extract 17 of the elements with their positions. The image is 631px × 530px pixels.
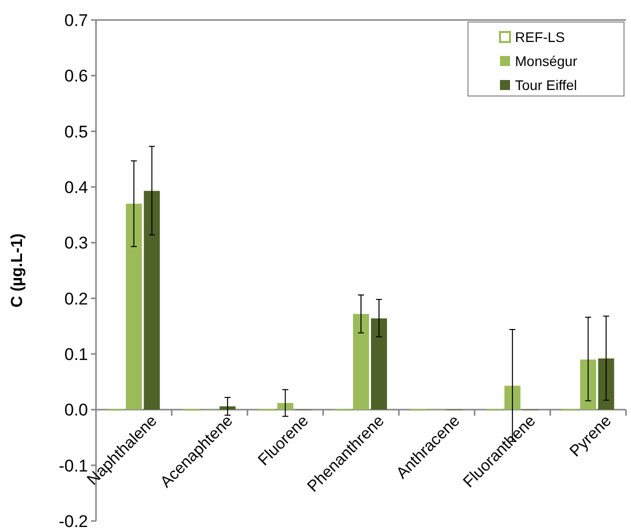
y-tick-label: 0.1 xyxy=(64,344,88,364)
y-tick-label: 0.6 xyxy=(64,66,88,86)
legend-label: Monségur xyxy=(515,52,578,69)
y-tick-label: -0.2 xyxy=(58,512,88,530)
y-tick-label: 0.5 xyxy=(64,122,88,142)
bar xyxy=(371,318,387,410)
y-tick-label: 0.4 xyxy=(64,178,88,197)
y-tick-label: 0.2 xyxy=(64,289,88,308)
y-tick-label: 0.3 xyxy=(64,234,88,253)
legend-label: REF-LS xyxy=(515,28,565,45)
bar xyxy=(144,190,160,410)
y-tick-label: 0.0 xyxy=(64,400,88,420)
bar xyxy=(598,358,614,410)
y-axis-title: C (µg.L-1) xyxy=(9,233,26,308)
y-tick-label: 0.7 xyxy=(64,10,88,30)
legend-label: Tour Eiffel xyxy=(515,76,577,93)
y-tick-label: -0.1 xyxy=(58,456,88,476)
